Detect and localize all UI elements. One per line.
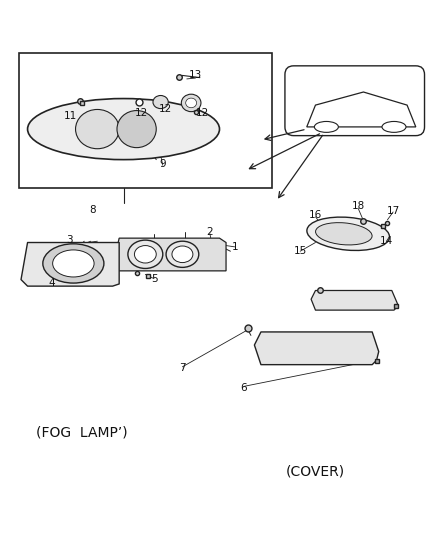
Text: 17: 17 [385,206,399,216]
Text: 16: 16 [308,210,321,220]
Bar [19,53,271,188]
Text: 2: 2 [206,228,213,238]
Ellipse shape [117,110,156,148]
Polygon shape [21,243,119,286]
FancyBboxPatch shape [284,66,424,135]
Text: 12: 12 [134,108,147,118]
Text: 3: 3 [66,236,72,245]
Text: (FOG  LAMP’): (FOG LAMP’) [36,425,127,439]
Text: (COVER): (COVER) [285,465,344,479]
Ellipse shape [152,95,168,109]
Polygon shape [113,238,226,271]
Ellipse shape [306,217,389,251]
Text: 18: 18 [351,201,364,211]
Text: 12: 12 [158,103,171,114]
Text: 1: 1 [231,242,237,252]
Text: 5: 5 [150,274,157,284]
Polygon shape [254,332,378,365]
Ellipse shape [185,98,196,108]
Text: 8: 8 [89,205,96,215]
Text: 6: 6 [240,383,246,393]
Text: 11: 11 [64,111,77,121]
Text: 14: 14 [379,236,392,246]
Text: 13: 13 [188,70,201,80]
Ellipse shape [53,250,94,277]
Ellipse shape [315,223,371,245]
Ellipse shape [134,246,156,263]
Ellipse shape [43,244,104,283]
Text: 15: 15 [293,246,306,256]
Ellipse shape [75,109,119,149]
Polygon shape [306,92,415,127]
Ellipse shape [181,94,201,111]
Text: 9: 9 [159,159,166,169]
Ellipse shape [166,241,198,268]
Ellipse shape [172,246,192,263]
Text: 12: 12 [195,108,208,118]
Ellipse shape [314,122,338,132]
Text: 4: 4 [48,278,55,288]
Ellipse shape [28,99,219,159]
Ellipse shape [381,122,405,132]
Text: 7: 7 [179,362,185,373]
Polygon shape [311,290,397,310]
Ellipse shape [127,240,162,269]
